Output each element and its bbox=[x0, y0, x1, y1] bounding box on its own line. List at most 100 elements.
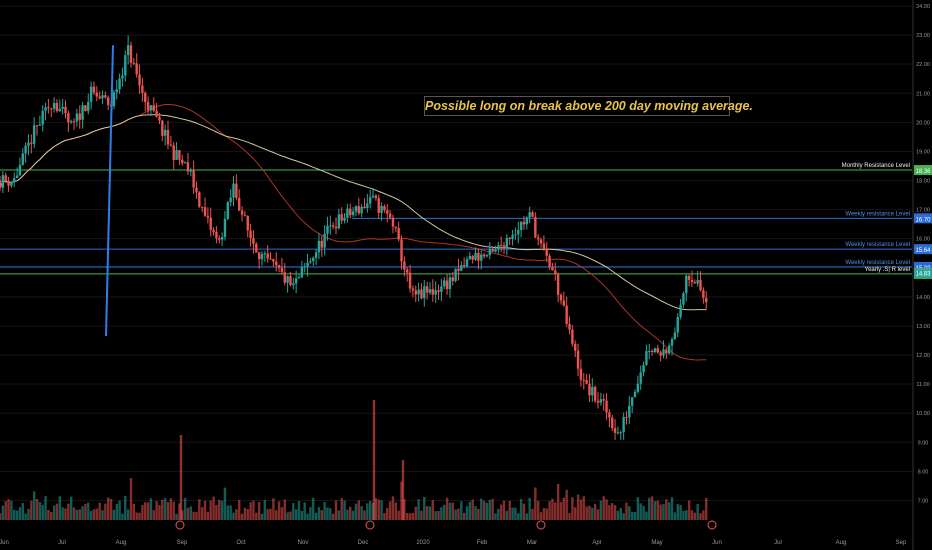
candle-body bbox=[366, 203, 369, 209]
volume-bar bbox=[15, 510, 19, 520]
candle-body bbox=[235, 183, 238, 198]
volume-bar bbox=[126, 509, 130, 520]
candle-body bbox=[386, 210, 389, 214]
volume-bar bbox=[212, 496, 215, 520]
volume-bar bbox=[195, 512, 198, 520]
candle-body bbox=[269, 258, 272, 260]
candle-body bbox=[41, 110, 44, 125]
candle-body bbox=[104, 95, 107, 98]
volume-bar bbox=[215, 504, 218, 520]
volume-bar bbox=[576, 494, 580, 520]
event-marker-icon bbox=[175, 520, 185, 530]
volume-bar bbox=[203, 500, 207, 520]
candle-body bbox=[58, 108, 61, 111]
candle-body bbox=[55, 102, 59, 111]
volume-bar bbox=[289, 511, 292, 520]
candle-body bbox=[431, 289, 435, 295]
candle-body bbox=[132, 62, 136, 64]
candle-body bbox=[571, 329, 574, 344]
candle-body bbox=[397, 228, 400, 240]
volume-bar bbox=[166, 502, 170, 520]
candle-body bbox=[249, 230, 252, 239]
volume-bar bbox=[200, 507, 204, 520]
volume-bar bbox=[585, 506, 588, 520]
volume-bar bbox=[283, 499, 286, 520]
candle-body bbox=[619, 432, 622, 434]
volume-bar bbox=[300, 510, 304, 520]
price-tick-label: 22.00 bbox=[916, 62, 930, 68]
candle-body bbox=[30, 142, 33, 144]
volume-bar bbox=[349, 506, 352, 520]
volume-bar bbox=[425, 506, 429, 520]
price-tick-label: 7.00 bbox=[918, 498, 929, 504]
candle-body bbox=[7, 180, 10, 186]
candle-body bbox=[351, 211, 355, 216]
candle-body bbox=[243, 214, 247, 216]
candle-body bbox=[596, 400, 600, 403]
price-tick-label: 16.00 bbox=[916, 237, 930, 243]
volume-bar bbox=[189, 506, 192, 520]
candle-body bbox=[72, 121, 76, 123]
volume-bar bbox=[388, 501, 392, 520]
candle-body bbox=[152, 105, 155, 111]
candle-body bbox=[437, 290, 440, 292]
candle-body bbox=[38, 124, 42, 126]
volume-bar bbox=[494, 513, 497, 520]
candle-body bbox=[317, 240, 321, 253]
candle-body bbox=[485, 255, 489, 257]
volume-bar bbox=[648, 497, 651, 520]
volume-bar bbox=[679, 504, 682, 520]
volume-bar bbox=[275, 510, 278, 520]
volume-bar bbox=[38, 502, 42, 520]
candle-body bbox=[616, 432, 620, 434]
candle-body bbox=[477, 252, 480, 261]
candle-body bbox=[275, 261, 278, 266]
volume-bar bbox=[92, 509, 96, 520]
trendline-line bbox=[105, 45, 114, 337]
event-marker-icon bbox=[707, 520, 717, 530]
volume-bar bbox=[642, 505, 645, 520]
volume-bar bbox=[420, 510, 423, 520]
volume-bar bbox=[374, 498, 378, 520]
candle-body bbox=[18, 164, 22, 176]
volume-bar bbox=[186, 507, 190, 520]
volume-bar bbox=[670, 497, 674, 520]
candle-body bbox=[78, 113, 81, 120]
volume-bar bbox=[622, 513, 625, 520]
volume-bar bbox=[628, 506, 631, 520]
volume-bar bbox=[667, 502, 671, 520]
volume-bar bbox=[537, 500, 540, 520]
candle-body bbox=[87, 101, 90, 112]
candle-body bbox=[699, 280, 702, 291]
candle-body bbox=[334, 226, 338, 229]
candle-body bbox=[562, 300, 566, 306]
volume-bar bbox=[366, 503, 369, 520]
volume-bar bbox=[571, 497, 574, 520]
volume-bar bbox=[616, 510, 620, 520]
candle-body bbox=[576, 350, 580, 369]
candle-body bbox=[625, 416, 628, 418]
level-price-text: 18.36 bbox=[915, 169, 931, 175]
volume-bar bbox=[482, 500, 486, 520]
volume-bar bbox=[599, 500, 603, 520]
candle-body bbox=[454, 268, 457, 282]
candle-body bbox=[451, 277, 454, 282]
candle-body bbox=[377, 198, 380, 213]
candle-body bbox=[531, 212, 534, 217]
volume-bar bbox=[377, 499, 380, 520]
volume-bar bbox=[687, 500, 691, 520]
candle-body bbox=[226, 202, 230, 219]
volume-bar bbox=[428, 506, 432, 520]
volume-bar bbox=[209, 500, 212, 520]
candle-body bbox=[252, 238, 255, 244]
volume-bar bbox=[294, 509, 298, 520]
candle-body bbox=[465, 259, 469, 267]
candle-body bbox=[443, 280, 446, 287]
candle-body bbox=[539, 239, 543, 244]
level-label: Weekly resistance Level bbox=[845, 211, 910, 217]
volume-bars bbox=[0, 400, 708, 520]
candle-body bbox=[428, 289, 432, 293]
volume-bar bbox=[84, 503, 87, 520]
volume-bar bbox=[175, 513, 178, 520]
